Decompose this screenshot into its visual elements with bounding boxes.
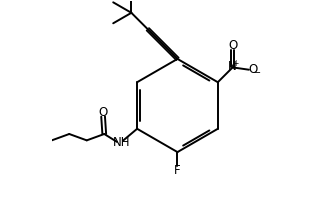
Text: −: − bbox=[253, 68, 261, 78]
Text: N: N bbox=[228, 60, 237, 73]
Text: O: O bbox=[98, 106, 108, 119]
Text: O: O bbox=[228, 39, 237, 52]
Text: NH: NH bbox=[113, 136, 130, 149]
Text: O: O bbox=[248, 63, 258, 76]
Text: F: F bbox=[174, 164, 181, 177]
Text: +: + bbox=[232, 59, 239, 68]
